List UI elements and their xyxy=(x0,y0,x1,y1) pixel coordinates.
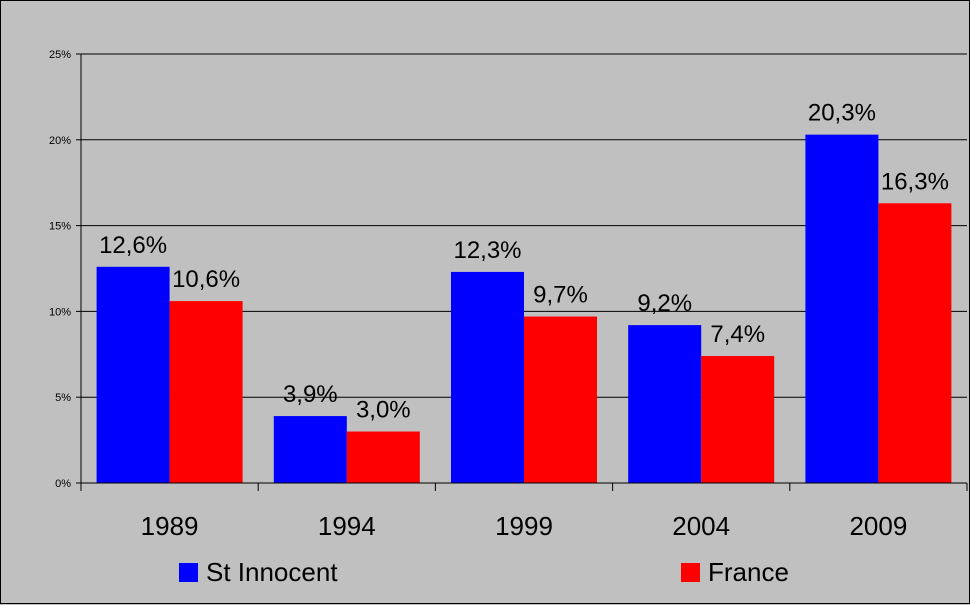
data-label: 9,2% xyxy=(637,290,692,317)
y-tick-label: 10% xyxy=(49,306,71,318)
bar-france xyxy=(524,316,597,483)
legend-swatch xyxy=(681,563,700,582)
data-label: 20,3% xyxy=(808,100,876,127)
data-label: 10,6% xyxy=(172,266,240,293)
legend-swatch xyxy=(179,563,198,582)
axes: 0% 5% 10% 15% 20% 25% xyxy=(49,49,968,491)
bar-st-innocent xyxy=(451,271,524,483)
x-tick-label: 1999 xyxy=(495,511,553,541)
bar-france xyxy=(169,301,243,483)
y-tick-label: 20% xyxy=(49,135,71,147)
data-label: 9,7% xyxy=(533,282,588,309)
x-tick-label: 2004 xyxy=(672,511,730,541)
data-label: 16,3% xyxy=(881,168,949,195)
x-tick-label: 1994 xyxy=(318,511,376,541)
bars xyxy=(96,134,952,484)
bar-france xyxy=(346,431,420,483)
bar-st-innocent xyxy=(628,325,702,483)
labels: 1989 12,6%10,6% 1994 3,9% 3,0% 1999 12,3% 9,7% 2… xyxy=(99,100,949,541)
data-label: 3,9% xyxy=(283,381,338,408)
bar-st-innocent xyxy=(805,134,879,484)
legend-label: France xyxy=(708,557,789,587)
data-label: 3,0% xyxy=(356,397,411,424)
x-tick-label: 2009 xyxy=(849,511,907,541)
data-label: 7,4% xyxy=(710,321,765,348)
data-label: 12,6% xyxy=(99,232,167,259)
y-tick-label: 0% xyxy=(55,478,71,490)
bar-france xyxy=(701,356,775,483)
y-tick-label: 15% xyxy=(49,221,71,233)
legend: St Innocent France xyxy=(179,557,789,587)
data-label: 12,3% xyxy=(453,237,521,264)
bar-st-innocent xyxy=(96,266,170,483)
x-tick-label: 1989 xyxy=(141,511,199,541)
bar-st-innocent xyxy=(273,416,347,483)
y-tick-label: 25% xyxy=(49,49,71,61)
y-tick-label: 5% xyxy=(55,392,71,404)
legend-label: St Innocent xyxy=(206,557,338,587)
bar-france xyxy=(878,203,952,484)
